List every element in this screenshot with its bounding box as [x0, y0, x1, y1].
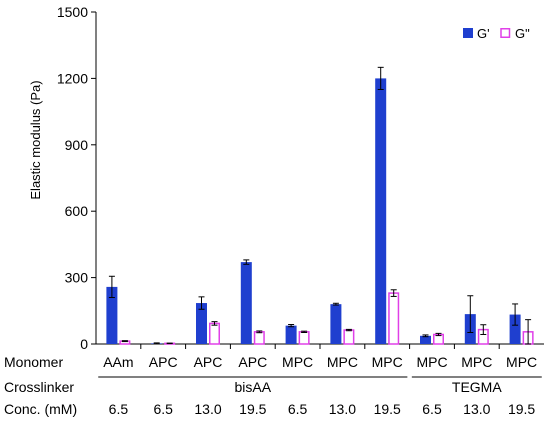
y-tick-label: 900	[65, 137, 89, 153]
conc-label: 13.0	[329, 401, 356, 417]
y-tick-label: 300	[65, 270, 89, 286]
conc-label: 6.5	[153, 401, 173, 417]
conc-label: 6.5	[288, 401, 308, 417]
y-axis-label: Elastic modulus (Pa)	[28, 80, 43, 199]
legend-label-g-prime: G'	[477, 26, 490, 41]
monomer-label: MPC	[461, 354, 492, 370]
monomer-label: MPC	[372, 354, 403, 370]
monomer-label: AAm	[103, 354, 133, 370]
bottom-labels: Monomer Crosslinker Conc. (mM) AAm APC APC APC…	[4, 354, 542, 417]
y-tick-label: 0	[80, 336, 88, 352]
bar-g-double-prime	[298, 331, 310, 345]
y-tick-label: 600	[65, 203, 89, 219]
bar-g-prime	[420, 335, 431, 344]
legend: G' G"	[463, 26, 530, 41]
conc-label: 19.5	[239, 401, 266, 417]
legend-swatch-g-prime	[463, 28, 473, 38]
crosslinker-group-label: bisAA	[235, 379, 272, 395]
bar-g-prime	[106, 286, 118, 344]
monomer-label: APC	[238, 354, 267, 370]
bar-g-double-prime	[209, 322, 220, 345]
monomer-label: MPC	[416, 354, 447, 370]
bar-g-prime	[285, 325, 297, 344]
legend-label-g-double-prime: G"	[515, 26, 530, 41]
conc-label: 13.0	[463, 401, 490, 417]
conc-label: 6.5	[422, 401, 442, 417]
bar-g-double-prime	[343, 329, 355, 345]
crosslinker-row-label: Crosslinker	[4, 379, 74, 395]
monomer-label: MPC	[327, 354, 358, 370]
monomer-label: APC	[194, 354, 223, 370]
y-tick-label: 1200	[57, 70, 88, 86]
legend-swatch-g-double-prime	[500, 28, 511, 38]
monomer-label: MPC	[506, 354, 537, 370]
conc-label: 19.5	[508, 401, 535, 417]
bar-g-double-prime	[253, 331, 265, 345]
bar-g-prime	[375, 78, 387, 345]
conc-label: 19.5	[374, 401, 401, 417]
bar-g-prime	[509, 314, 521, 344]
bar-g-prime	[240, 262, 252, 344]
conc-label: 6.5	[109, 401, 129, 417]
conc-row-label: Conc. (mM)	[4, 401, 77, 417]
crosslinker-group-label: TEGMA	[452, 379, 502, 395]
monomer-label: MPC	[282, 354, 313, 370]
axes: 0 300 600 900 1200 1500	[57, 4, 544, 352]
bar-g-double-prime	[388, 292, 400, 345]
monomer-label: APC	[149, 354, 178, 370]
monomer-row-label: Monomer	[4, 354, 63, 370]
y-tick-label: 1500	[57, 4, 88, 20]
bar-g-prime	[330, 304, 342, 344]
bars	[106, 66, 534, 345]
conc-label: 13.0	[194, 401, 221, 417]
bar-g-prime	[196, 303, 207, 344]
